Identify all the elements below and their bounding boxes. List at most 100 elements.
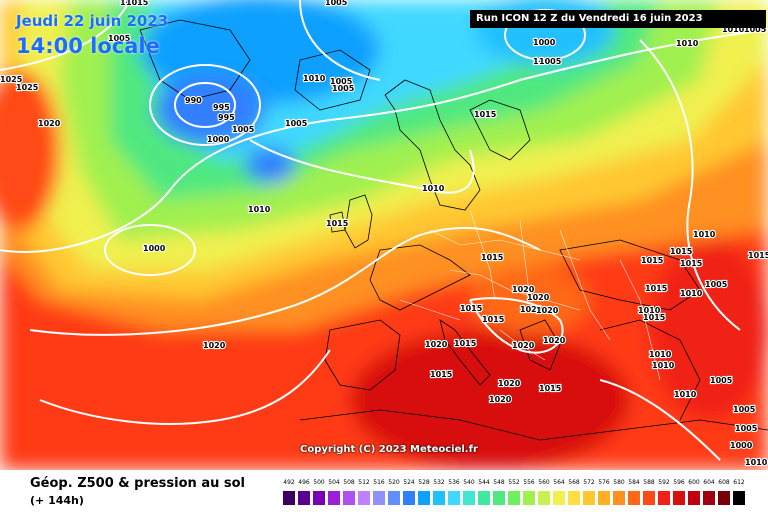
isobar-label: 1020 (489, 395, 512, 404)
isobar-label: 1005 (539, 57, 562, 66)
legend-value: 560 (538, 479, 550, 486)
isobar-label: 1020 (536, 306, 559, 315)
legend-value: 536 (448, 479, 460, 486)
isobar-label: 1005 (735, 424, 758, 433)
isobar-label: 1015 (460, 304, 483, 313)
isobar-label: 995 (213, 103, 230, 112)
legend-value: 568 (568, 479, 580, 486)
legend-swatch (298, 491, 310, 505)
isobar-label: 1000 (207, 135, 230, 144)
legend-value: 540 (463, 479, 475, 486)
legend-swatch (418, 491, 430, 505)
isobar-label: 1020 (527, 293, 550, 302)
copyright-text: Copyright (C) 2023 Meteociel.fr (300, 444, 478, 455)
legend-swatch (283, 491, 295, 505)
isobar-label: 990 (185, 96, 202, 105)
isobar-label: 1020 (203, 341, 226, 350)
isobar-label: 1020 (498, 379, 521, 388)
legend-swatch (598, 491, 610, 505)
legend-value: 592 (658, 479, 670, 486)
legend-swatch (583, 491, 595, 505)
isobar-label: 1015 (454, 339, 477, 348)
isobar-label: 1010 (674, 390, 697, 399)
legend-swatch (523, 491, 535, 505)
legend-swatch (388, 491, 400, 505)
isobar-label: 1005 (232, 125, 255, 134)
legend-value: 500 (313, 479, 325, 486)
isobar-label: 1010 (745, 458, 768, 467)
isobar-label: 1010 (649, 350, 672, 359)
legend-value: 580 (613, 479, 625, 486)
isobar-label: 1010 (680, 289, 703, 298)
color-scale-legend: 492 496 500 504 508 512 516 520 524 528 532 536 540 5… (283, 479, 751, 507)
isobar-label: 1010 (722, 25, 745, 34)
legend-value: 520 (388, 479, 400, 486)
isobar-label: 1015 (430, 370, 453, 379)
isobar-label: 1015 (748, 251, 768, 260)
legend-swatch (673, 491, 685, 505)
legend-value: 576 (598, 479, 610, 486)
isobar-label: 1005 (710, 376, 733, 385)
isobar-label: 1020 (38, 119, 61, 128)
legend-swatch (703, 491, 715, 505)
isobar-label: 1005 (325, 0, 348, 7)
isobar-label: 1020 (512, 285, 535, 294)
legend-value: 516 (373, 479, 385, 486)
model-run-banner: Run ICON 12 Z du Vendredi 16 juin 2023 (470, 10, 766, 28)
isobar-label: 1000 (533, 57, 556, 66)
legend-value: 504 (328, 479, 340, 486)
legend-swatch (328, 491, 340, 505)
legend-value: 604 (703, 479, 715, 486)
legend-swatch (478, 491, 490, 505)
legend-value: 612 (733, 479, 745, 486)
isobar-label: 1005 (705, 280, 728, 289)
isobar-label: 995 (218, 113, 235, 122)
isobar-label: 1015 (481, 253, 504, 262)
isobar-label: 1010 (638, 306, 661, 315)
isobar-label: 1015 (645, 284, 668, 293)
isobar-label: 1015 (643, 313, 666, 322)
map-title: Géop. Z500 & pression au sol (30, 476, 245, 491)
legend-swatch (553, 491, 565, 505)
isobar-label: 1010 (652, 361, 675, 370)
isobar-label: 1015 (474, 110, 497, 119)
isobar-label: 1025 (0, 75, 23, 84)
isobar-label: 1015 (482, 315, 505, 324)
forecast-lead-time: (+ 144h) (30, 494, 84, 507)
legend-swatch (643, 491, 655, 505)
isobar-label: 1015 (641, 256, 664, 265)
coastlines (139, 19, 768, 441)
legend-swatch (718, 491, 730, 505)
legend-swatch (628, 491, 640, 505)
isobar-labels: 1005 1025 1025 1020 1010 1015 1005 990 9… (0, 0, 768, 468)
legend-value: 564 (553, 479, 565, 486)
legend-value: 532 (433, 479, 445, 486)
isobar-label: 1015 (326, 219, 349, 228)
legend-value: 492 (283, 479, 295, 486)
isobar-label: 1025 (16, 83, 39, 92)
isobar-label: 1010 (248, 205, 271, 214)
legend-swatch (403, 491, 415, 505)
legend-value: 572 (583, 479, 595, 486)
isobar-label: 1000 (730, 441, 753, 450)
isobar-label: 1000 (533, 38, 556, 47)
legend-value: 600 (688, 479, 700, 486)
isobar-label: 1015 (126, 0, 149, 7)
isobar-label: 1010 (693, 230, 716, 239)
legend-value: 596 (673, 479, 685, 486)
isobars (0, 0, 768, 460)
isobar-label: 1020 (425, 340, 448, 349)
legend-value: 556 (523, 479, 535, 486)
isobar-label: 1015 (670, 247, 693, 256)
legend-swatch (688, 491, 700, 505)
legend-swatch (463, 491, 475, 505)
legend-value: 608 (718, 479, 730, 486)
isobar-label: 1010 (422, 184, 445, 193)
isobar-label: 1020 (543, 336, 566, 345)
legend-swatch (733, 491, 745, 505)
legend-value: 544 (478, 479, 490, 486)
isobar-label: 1020 (512, 341, 535, 350)
isobar-label: 1005 (332, 84, 355, 93)
forecast-date: Jeudi 22 juin 2023 (16, 12, 169, 30)
